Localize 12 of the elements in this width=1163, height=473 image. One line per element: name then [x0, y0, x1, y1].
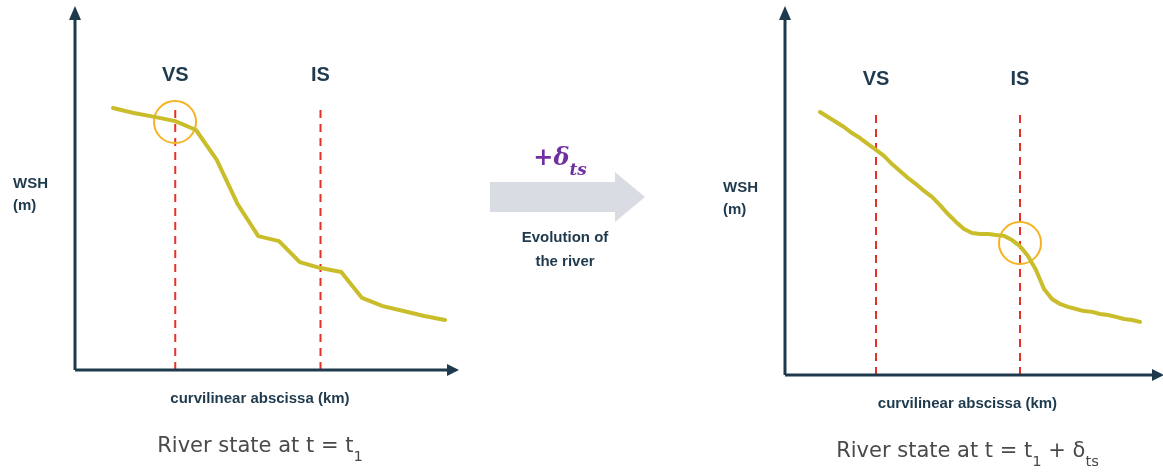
x-tick-label: IS — [1010, 67, 1030, 89]
x-tick-label: VS — [862, 67, 890, 89]
text: Evolution of the river — [521, 228, 610, 269]
x-tick-label: IS — [311, 63, 330, 85]
x-axis-title: curvilinear abscissa (km) — [170, 389, 350, 406]
text: River state at t = t$_{1}$ — [157, 433, 363, 464]
y-axis-title: WSH (m) — [13, 174, 48, 213]
text: River state at t = t$_{1}$ + δ$_{ts}$ — [836, 438, 1099, 469]
x-tick-label: VS — [161, 63, 189, 85]
y-axis-title: WSH (m) — [723, 178, 758, 217]
x-axis-title: curvilinear abscissa (km) — [877, 394, 1058, 411]
text: +δ$_{ts}$ — [533, 142, 588, 179]
